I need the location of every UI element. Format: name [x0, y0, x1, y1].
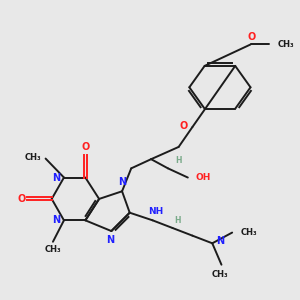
- Text: NH: NH: [148, 207, 163, 216]
- Text: N: N: [216, 236, 224, 246]
- Text: H: H: [174, 216, 180, 225]
- Text: O: O: [81, 142, 89, 152]
- Text: O: O: [17, 194, 26, 204]
- Text: N: N: [106, 235, 114, 245]
- Text: CH₃: CH₃: [212, 270, 228, 279]
- Text: CH₃: CH₃: [45, 245, 61, 254]
- Text: O: O: [180, 121, 188, 130]
- Text: H: H: [176, 156, 182, 165]
- Text: CH₃: CH₃: [278, 40, 294, 49]
- Text: OH: OH: [196, 173, 211, 182]
- Text: CH₃: CH₃: [24, 152, 41, 161]
- Text: CH₃: CH₃: [241, 228, 257, 237]
- Text: N: N: [52, 172, 60, 182]
- Text: N: N: [52, 215, 60, 225]
- Text: O: O: [248, 32, 256, 42]
- Text: N: N: [118, 177, 126, 187]
